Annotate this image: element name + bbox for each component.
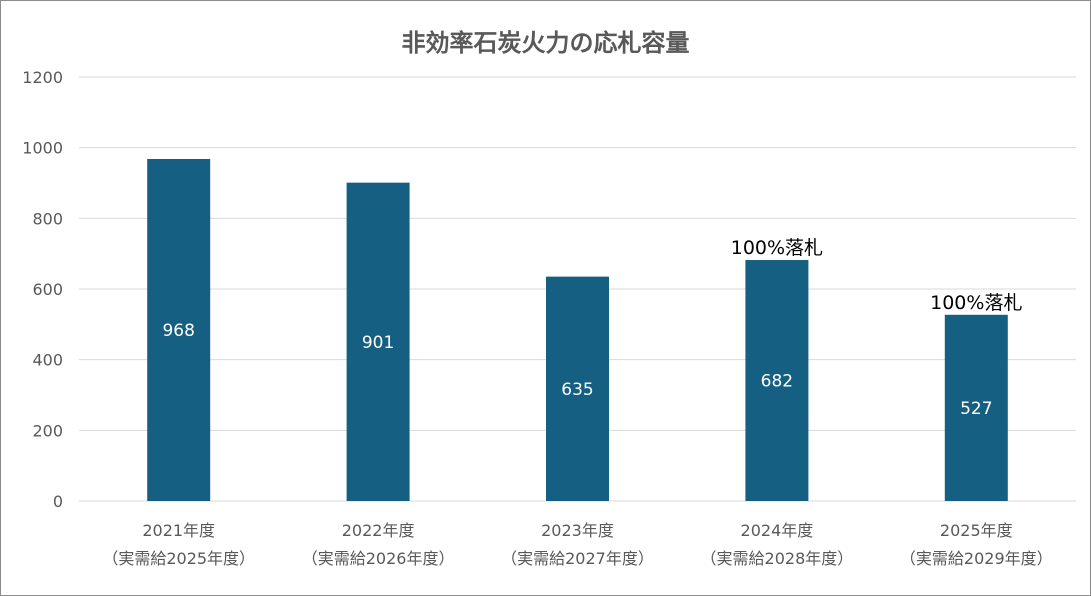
y-tick-label: 600: [32, 280, 63, 299]
x-tick-label: （実需給2029年度）: [900, 549, 1053, 568]
data-label: 968: [162, 321, 194, 341]
y-tick-label: 1200: [22, 68, 63, 87]
x-tick-label: 2021年度: [142, 521, 215, 540]
y-tick-label: 400: [32, 351, 63, 370]
x-tick-label: 2023年度: [541, 521, 614, 540]
y-tick-label: 0: [53, 492, 63, 511]
chart-title: 非効率石炭火力の応札容量: [401, 29, 690, 57]
bar: [944, 314, 1008, 501]
bar: [346, 182, 410, 501]
y-tick-label: 800: [32, 209, 63, 228]
annotation: 100%落札: [930, 292, 1022, 314]
y-tick-label: 1000: [22, 139, 63, 158]
x-tick-label: （実需給2025年度）: [102, 549, 255, 568]
x-tick-label: 2025年度: [940, 521, 1013, 540]
data-label: 527: [960, 399, 992, 419]
data-label: 635: [561, 380, 593, 400]
x-tick-label: 2022年度: [342, 521, 415, 540]
annotation: 100%落札: [731, 237, 823, 259]
data-label: 901: [362, 333, 394, 353]
bar: [745, 260, 809, 501]
x-tick-label: （実需給2027年度）: [501, 549, 654, 568]
data-label: 682: [761, 372, 793, 392]
bar: [147, 158, 211, 501]
x-tick-label: （実需給2028年度）: [701, 549, 854, 568]
bar: [546, 276, 609, 501]
y-tick-label: 200: [32, 421, 63, 440]
x-tick-label: 2024年度: [741, 521, 814, 540]
x-tick-label: （実需給2026年度）: [302, 549, 455, 568]
